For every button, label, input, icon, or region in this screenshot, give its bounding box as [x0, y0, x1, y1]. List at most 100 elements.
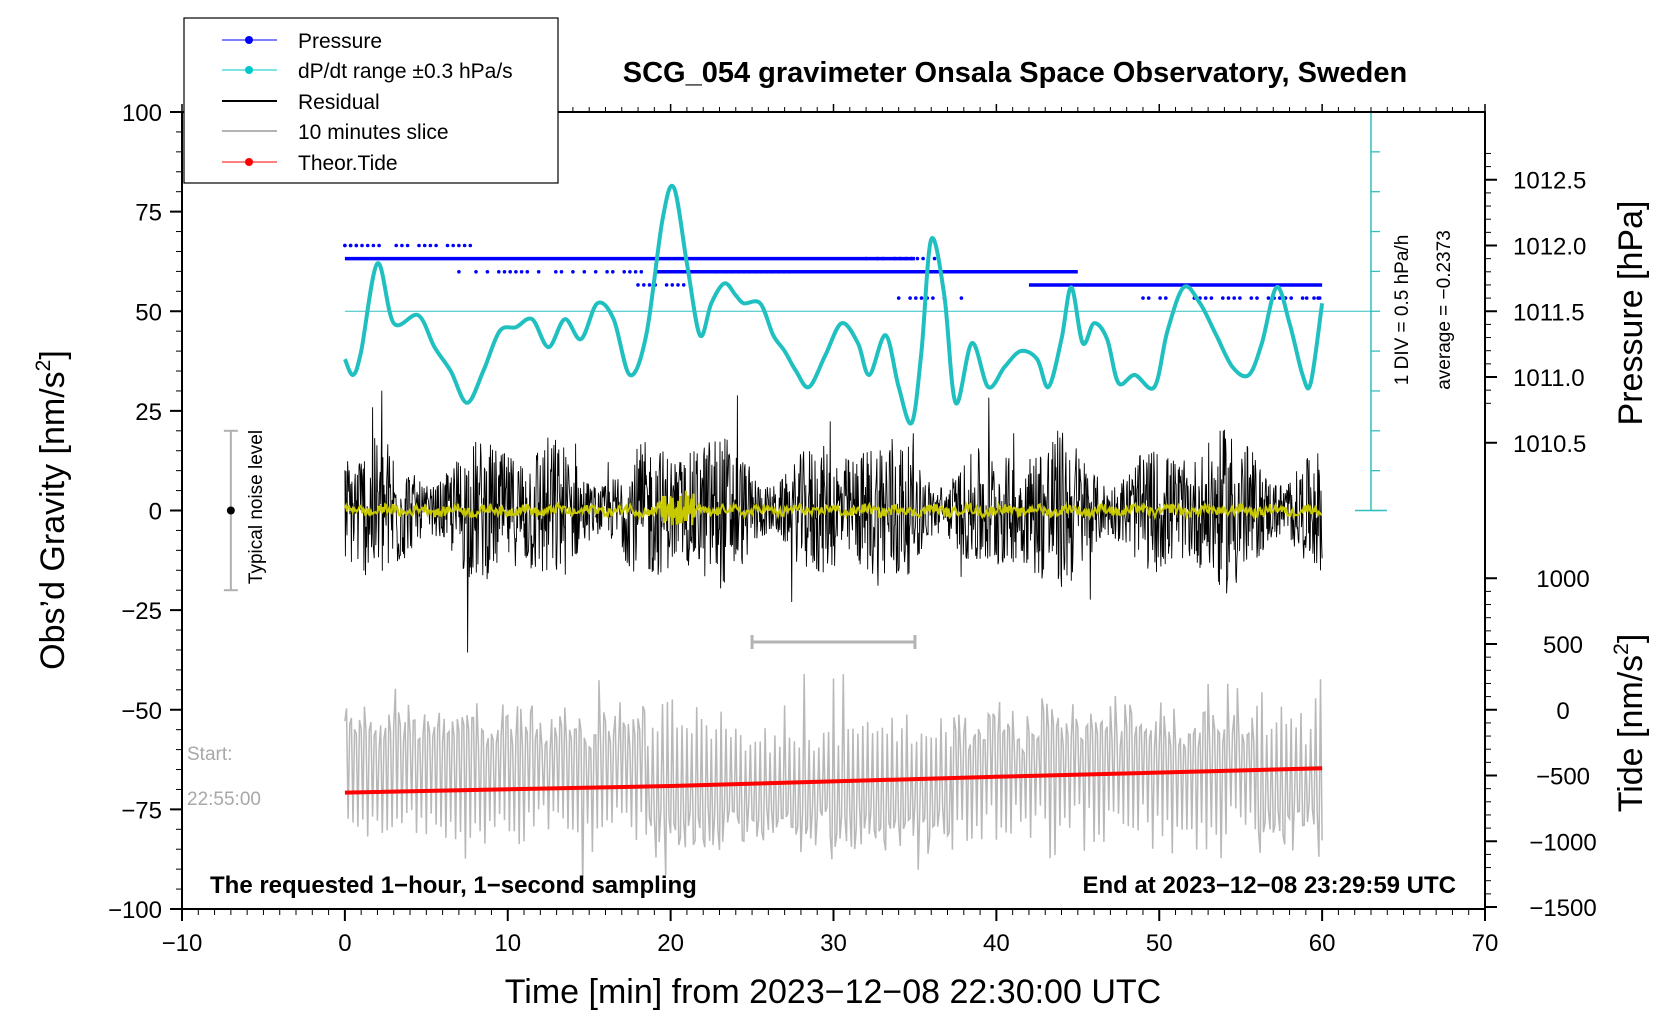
pressure-dot	[348, 243, 353, 248]
pressure-dot	[371, 243, 376, 248]
tide-tick-label: −1500	[1529, 895, 1596, 922]
x-tick-label: 60	[1309, 930, 1336, 957]
pressure-series	[343, 243, 1323, 300]
y-axis-left-label: Obs’d Gravity [nm/s2]	[32, 350, 72, 670]
pressure-tick-label: 1012.0	[1513, 233, 1586, 260]
pressure-dot	[593, 270, 598, 274]
pressure-scale-average: average = −0.2373	[1434, 230, 1455, 390]
pressure-dot	[422, 243, 427, 248]
pressure-dot	[742, 270, 746, 274]
pressure-dot	[892, 256, 897, 261]
pressure-dot	[365, 243, 370, 248]
pressure-dot	[514, 270, 518, 274]
pressure-dot	[636, 283, 640, 287]
pressure-dot	[462, 243, 467, 248]
filtered-residual-line	[343, 490, 1323, 526]
legend-item-slice: 10 minutes slice	[222, 121, 449, 144]
legend-item-pressure: Pressure	[222, 30, 382, 53]
tide-series-line	[344, 766, 1323, 795]
pressure-dot	[1316, 296, 1320, 300]
pressure-dot	[908, 296, 912, 300]
pressure-dot	[932, 256, 937, 261]
legend-item-dpdt: dP/dt range ±0.3 hPa/s	[222, 60, 513, 83]
pressure-dot	[405, 243, 410, 248]
pressure-dot	[904, 256, 908, 261]
residual-series-line	[344, 390, 1323, 653]
pressure-dot	[525, 270, 530, 274]
pressure-dot	[898, 256, 903, 261]
pressure-dot	[628, 270, 632, 274]
dpdt-series	[343, 183, 1325, 426]
pressure-dot	[1249, 296, 1254, 300]
legend-item-residual: Residual	[222, 91, 380, 114]
y-tick-label: −75	[121, 797, 162, 824]
pressure-dot	[451, 243, 456, 248]
pressure-dot	[1232, 296, 1236, 300]
y-tick-label: 50	[135, 299, 162, 326]
dpdt-series-line	[343, 183, 1325, 426]
pressure-dot	[730, 270, 735, 274]
pressure-dot	[787, 270, 792, 274]
pressure-dot	[1300, 296, 1305, 300]
pressure-dot	[394, 243, 399, 248]
tide-tick-label: 1000	[1536, 566, 1589, 593]
y-axis-pressure: 1010.5 1011.0 1011.5 1012.0 1012.5	[1485, 152, 1586, 458]
pressure-dot	[881, 256, 885, 261]
pressure-dot	[434, 243, 438, 248]
tide-tick-label: −500	[1536, 764, 1590, 791]
pressure-dot	[770, 270, 775, 274]
pressure-dot	[676, 283, 680, 287]
pressure-dot	[536, 270, 541, 274]
pressure-dot	[747, 270, 752, 274]
pressure-dot	[457, 270, 461, 274]
x-tick-label: 30	[820, 930, 847, 957]
pressure-dot	[468, 243, 473, 248]
y-axis-tide-label: Tide [nm/s2]	[1610, 634, 1650, 813]
pressure-dot	[759, 270, 763, 274]
pressure-dot	[931, 296, 935, 300]
pressure-dot	[400, 243, 404, 248]
svg-text:Theor.Tide: Theor.Tide	[298, 152, 398, 175]
pressure-dot	[605, 270, 609, 274]
noise-level-dot	[226, 506, 235, 515]
pressure-dot	[875, 256, 880, 261]
noise-level-label: Typical noise level	[246, 430, 267, 584]
slice-series	[344, 673, 1323, 893]
pressure-dot	[764, 270, 769, 274]
pressure-dot	[1312, 296, 1316, 300]
pressure-dot	[502, 270, 507, 274]
tide-series	[344, 766, 1323, 795]
x-tick-label: 50	[1146, 930, 1173, 957]
pressure-dot	[864, 256, 868, 261]
pressure-dot	[642, 283, 646, 287]
y-tick-label: −50	[121, 698, 162, 725]
x-tick-label: 0	[338, 930, 351, 957]
pressure-dot	[896, 296, 901, 300]
pressure-dot	[622, 270, 626, 274]
pressure-dot	[909, 256, 914, 261]
pressure-dot	[1209, 296, 1214, 300]
x-tick-label: 40	[983, 930, 1010, 957]
pressure-dot	[1255, 296, 1259, 300]
residual-series	[344, 390, 1323, 653]
pressure-dot	[377, 243, 381, 248]
y-tick-label: 25	[135, 399, 162, 426]
y-axis-tide: −1500 −1000 −500 0 500 1000	[1485, 566, 1597, 922]
pressure-dot	[647, 283, 652, 287]
pressure-dot	[664, 283, 669, 287]
pressure-dot	[1289, 296, 1293, 300]
x-tick-label: 20	[657, 930, 684, 957]
pressure-dot	[343, 243, 347, 248]
pressure-dot	[611, 270, 615, 274]
legend-item-tide: Theor.Tide	[222, 152, 398, 175]
pressure-dot	[736, 270, 740, 274]
pressure-dot	[959, 296, 964, 300]
pressure-dot	[782, 270, 786, 274]
slice-series-line	[344, 673, 1323, 893]
pressure-dot	[681, 283, 686, 287]
pressure-dot	[656, 270, 661, 274]
x-tick-label: 10	[494, 930, 521, 957]
x-tick-label: 70	[1472, 930, 1499, 957]
y-tick-label: −100	[108, 897, 162, 924]
